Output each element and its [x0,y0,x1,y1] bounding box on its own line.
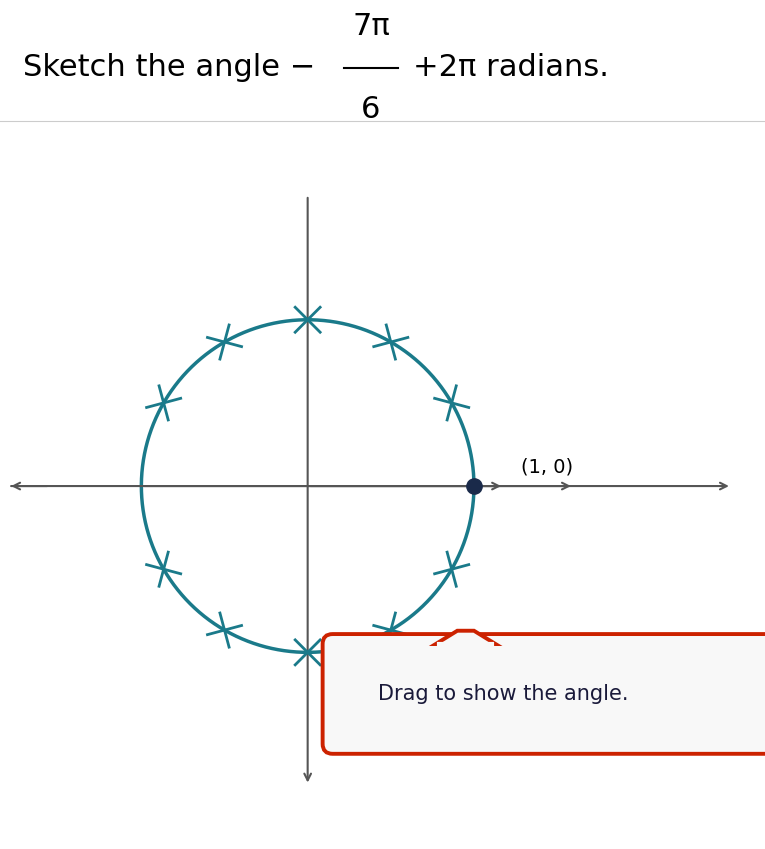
Text: +2π radians.: +2π radians. [413,53,609,82]
Polygon shape [436,631,496,644]
FancyBboxPatch shape [323,634,765,754]
Text: 7π: 7π [352,12,390,41]
Text: Drag to show the angle.: Drag to show the angle. [378,684,629,704]
Text: 6: 6 [361,95,381,124]
Text: (1, 0): (1, 0) [520,458,573,477]
Text: Sketch the angle −: Sketch the angle − [23,53,315,82]
